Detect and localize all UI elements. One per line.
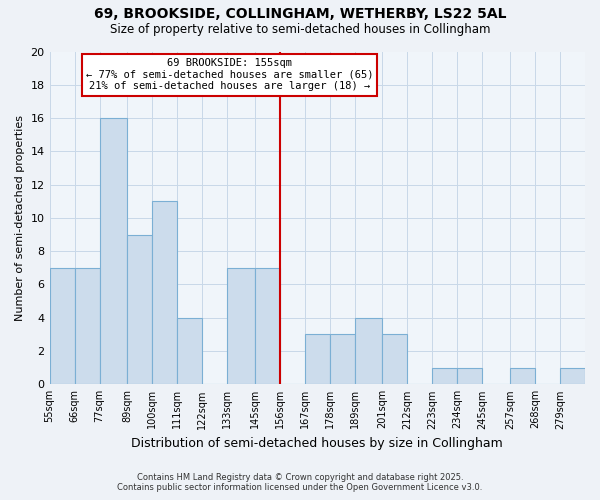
Bar	[254, 268, 280, 384]
Text: 69 BROOKSIDE: 155sqm
← 77% of semi-detached houses are smaller (65)
21% of semi-: 69 BROOKSIDE: 155sqm ← 77% of semi-detac…	[86, 58, 373, 92]
Bar	[330, 334, 355, 384]
Y-axis label: Number of semi-detached properties: Number of semi-detached properties	[15, 115, 25, 321]
Text: 69, BROOKSIDE, COLLINGHAM, WETHERBY, LS22 5AL: 69, BROOKSIDE, COLLINGHAM, WETHERBY, LS2…	[94, 8, 506, 22]
Bar	[305, 334, 330, 384]
Bar	[560, 368, 585, 384]
Text: Size of property relative to semi-detached houses in Collingham: Size of property relative to semi-detach…	[110, 22, 490, 36]
Bar	[382, 334, 407, 384]
Bar	[355, 318, 382, 384]
Bar	[227, 268, 254, 384]
Bar	[74, 268, 100, 384]
Bar	[127, 234, 152, 384]
Bar	[510, 368, 535, 384]
Bar	[100, 118, 127, 384]
Bar	[177, 318, 202, 384]
Bar	[152, 202, 177, 384]
Text: Contains HM Land Registry data © Crown copyright and database right 2025.
Contai: Contains HM Land Registry data © Crown c…	[118, 473, 482, 492]
Bar	[50, 268, 74, 384]
Bar	[433, 368, 457, 384]
Bar	[457, 368, 482, 384]
X-axis label: Distribution of semi-detached houses by size in Collingham: Distribution of semi-detached houses by …	[131, 437, 503, 450]
